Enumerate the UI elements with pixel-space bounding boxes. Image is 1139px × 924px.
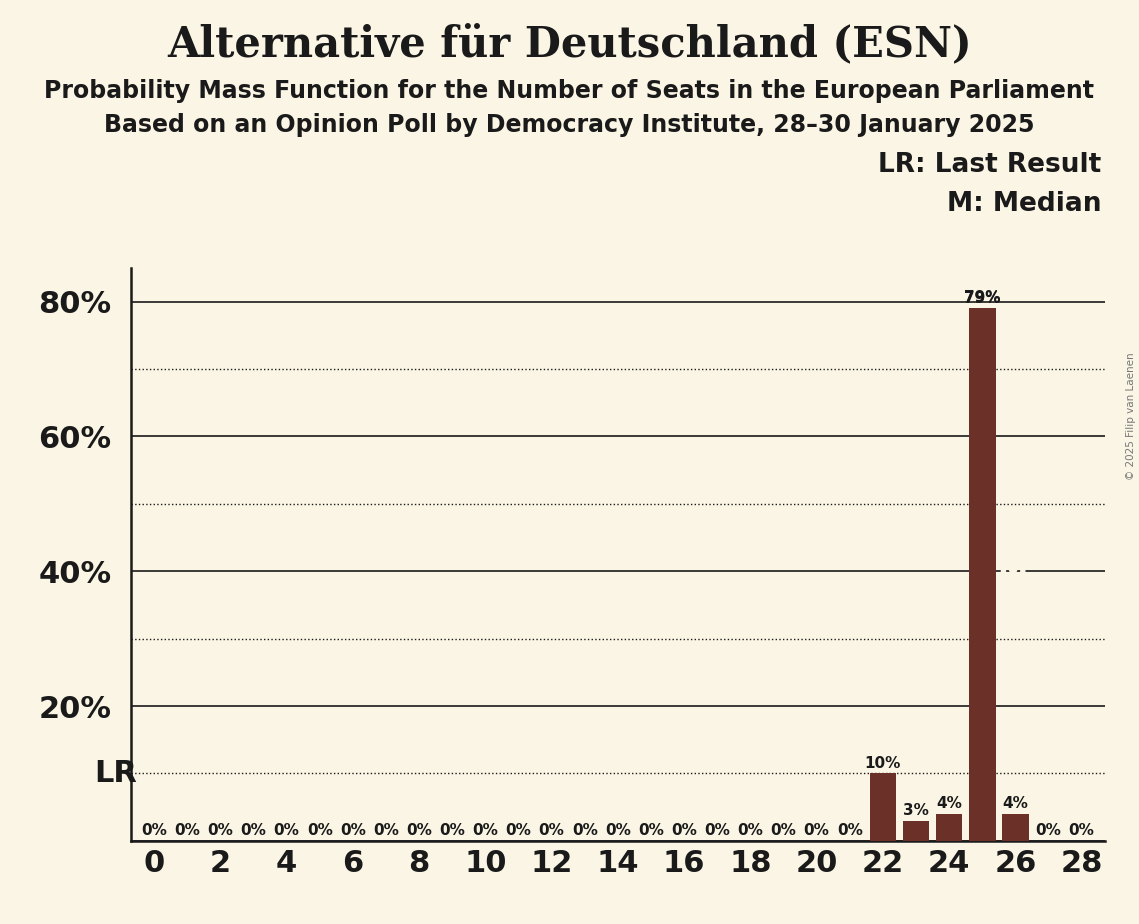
Text: 0%: 0% [174, 823, 200, 838]
Text: 0%: 0% [306, 823, 333, 838]
Bar [969, 309, 995, 841]
Text: Alternative für Deutschland (ESN): Alternative für Deutschland (ESN) [167, 23, 972, 65]
Text: 0%: 0% [771, 823, 796, 838]
Text: 0%: 0% [539, 823, 565, 838]
Text: 0%: 0% [605, 823, 631, 838]
Text: 0%: 0% [473, 823, 499, 838]
Text: 0%: 0% [339, 823, 366, 838]
Text: 0%: 0% [704, 823, 730, 838]
Bar [936, 814, 962, 841]
Text: 0%: 0% [572, 823, 598, 838]
Text: LR: LR [95, 759, 138, 788]
Text: M: Median: M: Median [947, 191, 1101, 217]
Text: Based on an Opinion Poll by Democracy Institute, 28–30 January 2025: Based on an Opinion Poll by Democracy In… [105, 113, 1034, 137]
Text: 0%: 0% [240, 823, 267, 838]
Text: 0%: 0% [374, 823, 399, 838]
Text: 0%: 0% [804, 823, 829, 838]
Text: 3%: 3% [903, 803, 929, 818]
Text: 0%: 0% [207, 823, 233, 838]
Text: 79%: 79% [964, 291, 1000, 306]
Text: 79%: 79% [964, 290, 1000, 305]
Bar [903, 821, 929, 841]
Bar [1002, 814, 1029, 841]
Text: © 2025 Filip van Laenen: © 2025 Filip van Laenen [1126, 352, 1136, 480]
Text: 10%: 10% [865, 756, 901, 771]
Text: 0%: 0% [407, 823, 432, 838]
Text: 0%: 0% [506, 823, 532, 838]
Text: 4%: 4% [936, 796, 962, 811]
Text: 0%: 0% [638, 823, 664, 838]
Text: 4%: 4% [1002, 796, 1029, 811]
Text: M: M [997, 557, 1027, 586]
Text: Probability Mass Function for the Number of Seats in the European Parliament: Probability Mass Function for the Number… [44, 79, 1095, 103]
Text: 0%: 0% [1068, 823, 1095, 838]
Text: 0%: 0% [141, 823, 167, 838]
Text: 0%: 0% [273, 823, 300, 838]
Text: 0%: 0% [837, 823, 862, 838]
Text: 0%: 0% [1035, 823, 1062, 838]
Text: 0%: 0% [440, 823, 465, 838]
Text: 0%: 0% [737, 823, 763, 838]
Text: 0%: 0% [671, 823, 697, 838]
Bar [870, 773, 896, 841]
Text: LR: Last Result: LR: Last Result [878, 152, 1101, 178]
